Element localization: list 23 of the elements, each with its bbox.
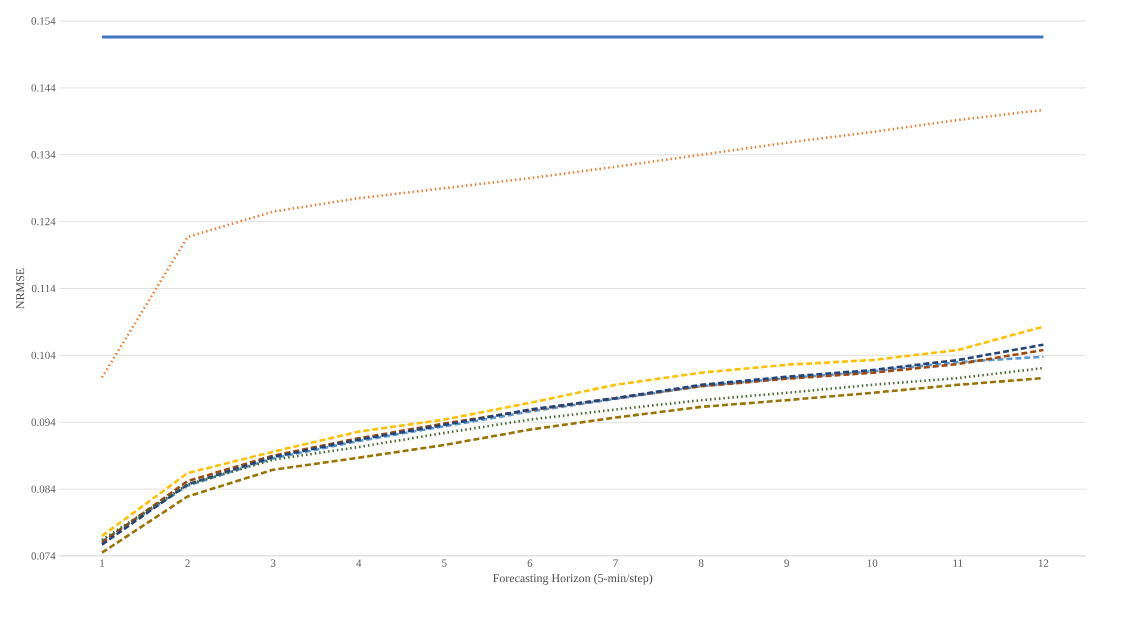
y-tick-label: 0.094: [31, 418, 56, 426]
x-axis-title: Forecasting Horizon (5-min/step): [493, 573, 653, 585]
x-tick-label: 3: [270, 559, 276, 567]
x-tick-label: 7: [613, 559, 618, 567]
y-tick-label: 0.084: [31, 485, 56, 493]
x-tick-label: 6: [527, 559, 533, 567]
x-tick-label: 8: [698, 559, 704, 567]
y-tick-label: 0.134: [31, 151, 56, 159]
x-tick-label: 12: [1038, 559, 1049, 567]
x-tick-label: 2: [185, 559, 190, 567]
y-tick-label: 0.074: [31, 552, 56, 560]
x-tick-label: 10: [867, 559, 878, 567]
y-tick-label: 0.154: [31, 17, 56, 25]
y-tick-label: 0.124: [31, 217, 56, 226]
y-tick-label: 0.104: [31, 351, 56, 360]
x-tick-label: 5: [442, 559, 447, 567]
x-tick-label: 9: [784, 559, 789, 567]
y-axis-title: NRMSE: [16, 268, 25, 309]
x-tick-label: 1: [100, 559, 105, 567]
x-tick-label: 4: [356, 559, 362, 567]
y-tick-label: 0.114: [31, 284, 56, 293]
x-tick-label: 11: [953, 559, 963, 567]
y-tick-label: 0.144: [31, 84, 56, 92]
